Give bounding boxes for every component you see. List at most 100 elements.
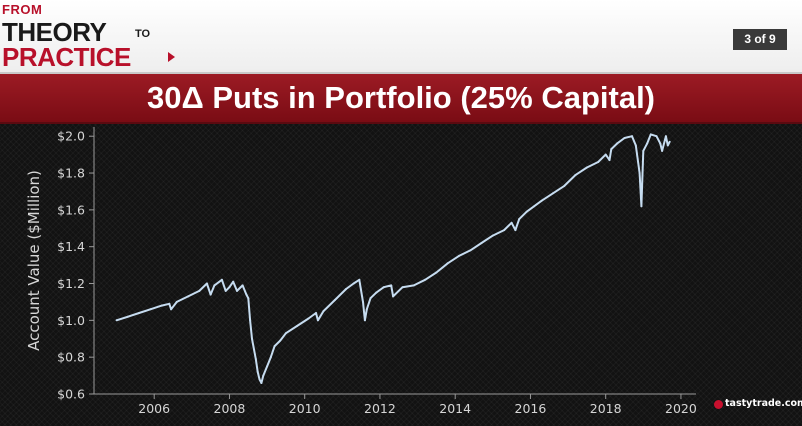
- y-tick-label: $0.6: [57, 387, 85, 402]
- data-point: [315, 312, 317, 314]
- data-point: [170, 308, 173, 311]
- data-point: [510, 221, 513, 224]
- title-bar: 30Δ Puts in Portfolio (25% Capital): [0, 72, 802, 124]
- data-point: [480, 242, 483, 244]
- data-point: [604, 153, 607, 156]
- data-point: [412, 284, 415, 287]
- x-tick-label: 2014: [439, 401, 471, 416]
- data-point: [322, 310, 325, 313]
- account-value-chart: $0.6 $0.8 $1.0 $1.2 $1.4 $1.6 $1.8 $2.0 2006 2008…: [25, 127, 697, 416]
- x-tick-label: 2010: [289, 401, 321, 416]
- data-point: [435, 271, 438, 274]
- x-tick-label: 2006: [138, 401, 170, 416]
- y-tick-label: $1.8: [57, 166, 85, 181]
- data-point: [552, 192, 554, 195]
- data-point: [661, 149, 664, 152]
- data-point: [333, 299, 336, 302]
- data-point: [646, 142, 649, 145]
- slide-title: 30Δ Puts in Portfolio (25% Capital): [146, 80, 656, 115]
- data-point: [363, 319, 366, 322]
- data-point: [358, 278, 361, 281]
- data-point: [503, 229, 506, 232]
- data-point: [638, 172, 641, 174]
- data-point: [262, 374, 265, 377]
- data-point: [610, 148, 613, 151]
- data-point: [533, 205, 536, 208]
- data-point: [168, 302, 171, 305]
- data-point: [655, 135, 658, 138]
- data-point: [198, 289, 201, 292]
- data-point: [642, 149, 645, 152]
- data-point: [631, 135, 633, 138]
- data-point: [345, 288, 348, 290]
- data-point: [236, 289, 238, 292]
- data-point: [273, 345, 276, 348]
- data-point: [279, 339, 282, 342]
- header-bar: FROM THEORY TO PRACTICE 3 of 9: [0, 0, 802, 72]
- data-point: [258, 378, 261, 381]
- data-point: [458, 254, 460, 257]
- data-point: [256, 370, 259, 373]
- data-point: [668, 140, 671, 143]
- data-point: [138, 312, 141, 314]
- y-tick-label: $1.0: [57, 313, 85, 328]
- x-tick-label: 2018: [590, 401, 622, 416]
- data-point: [375, 291, 378, 294]
- data-point: [424, 278, 427, 281]
- data-point: [220, 278, 223, 281]
- logo-line-theory: THEORY: [2, 17, 107, 47]
- x-tick-label: 2016: [515, 401, 547, 416]
- data-point: [249, 319, 252, 322]
- data-point: [401, 286, 404, 289]
- logo-line-to: TO: [135, 28, 151, 40]
- data-point: [316, 319, 319, 322]
- data-point: [525, 210, 528, 213]
- data-point: [352, 282, 355, 285]
- data-point: [245, 293, 248, 296]
- data-point: [514, 229, 517, 232]
- data-point: [563, 184, 566, 187]
- logo-arrow-icon: [168, 52, 175, 62]
- data-point: [365, 308, 368, 311]
- cherry-icon: [714, 400, 723, 409]
- data-point: [640, 205, 643, 208]
- y-tick-label: $2.0: [57, 129, 85, 144]
- data-point: [540, 199, 543, 202]
- logo-line-from: FROM: [2, 2, 43, 17]
- data-point: [284, 332, 287, 335]
- data-point: [659, 142, 662, 145]
- data-point: [269, 356, 272, 359]
- data-point: [574, 173, 577, 176]
- data-point: [664, 135, 667, 138]
- data-point: [266, 365, 269, 368]
- data-point: [149, 308, 152, 311]
- data-point: [187, 295, 190, 298]
- data-point: [585, 166, 588, 169]
- data-point: [205, 282, 208, 285]
- chart-area: $0.6 $0.8 $1.0 $1.2 $1.4 $1.6 $1.8 $2.0 2006 2008…: [0, 124, 802, 426]
- y-tick-label: $1.6: [57, 202, 85, 217]
- data-point: [224, 289, 227, 292]
- account-value-series-line: [116, 133, 671, 384]
- brand-text: tastytrade.com: [725, 398, 802, 409]
- y-axis-title: Account Value ($Million): [25, 170, 43, 351]
- data-point: [469, 249, 472, 252]
- data-point: [254, 358, 257, 360]
- data-point: [649, 133, 652, 136]
- data-point: [115, 319, 118, 322]
- data-point: [160, 304, 163, 307]
- data-point: [518, 218, 521, 221]
- data-point: [623, 137, 626, 139]
- y-tick-label: $1.2: [57, 276, 85, 291]
- from-theory-to-practice-logo: FROM THEORY TO PRACTICE: [2, 2, 192, 72]
- logo-line-practice: PRACTICE: [2, 42, 131, 72]
- data-point: [634, 144, 637, 147]
- data-point: [260, 382, 263, 384]
- data-point: [608, 159, 611, 162]
- data-point: [307, 317, 310, 320]
- data-point: [390, 284, 393, 287]
- data-point: [362, 300, 364, 303]
- data-point: [241, 284, 244, 287]
- data-point: [491, 234, 494, 237]
- data-point: [369, 297, 372, 300]
